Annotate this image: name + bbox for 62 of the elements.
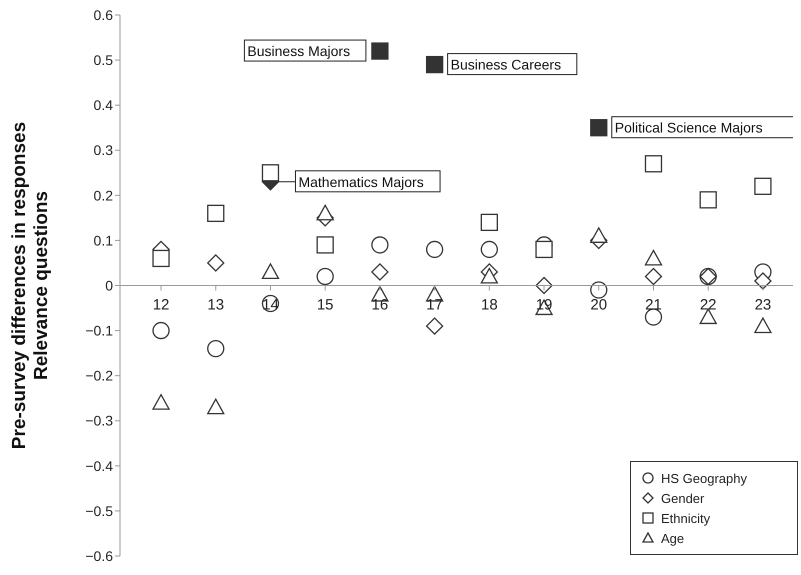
point — [700, 308, 717, 324]
x-tick-label: 21 — [645, 296, 662, 314]
x-tick-label: 22 — [700, 296, 717, 314]
point — [590, 227, 608, 243]
point — [152, 322, 170, 340]
annotation: Mathematics Majors — [298, 174, 424, 190]
point — [535, 240, 553, 258]
point — [754, 178, 772, 195]
point — [590, 119, 608, 136]
y-tick-label: 0.2 — [94, 187, 114, 204]
y-tick-label: −0.2 — [85, 368, 114, 384]
x-tick-label: 13 — [207, 296, 224, 314]
point — [371, 42, 389, 60]
x-tick-label: 17 — [426, 296, 443, 314]
point — [262, 164, 280, 182]
x-tick-label: 15 — [316, 296, 334, 314]
y-tick-label: 0.3 — [94, 142, 114, 158]
point — [316, 236, 334, 254]
point — [316, 268, 334, 286]
y-tick-label: 0.4 — [94, 97, 114, 114]
point — [644, 155, 662, 172]
legend-label: Gender — [661, 490, 704, 506]
y-tick-label: 0 — [105, 277, 114, 294]
point — [754, 272, 772, 290]
legend-label: Age — [661, 530, 684, 546]
point — [480, 268, 498, 284]
point — [262, 263, 280, 280]
x-tick-label: 18 — [480, 296, 498, 314]
annotation: Business Careers — [450, 56, 562, 73]
point — [700, 191, 717, 208]
point — [644, 308, 662, 326]
legend-label: HS Geography — [661, 470, 747, 486]
y-tick-label: 0.6 — [94, 6, 114, 23]
x-tick-label: 20 — [590, 296, 608, 314]
point — [371, 236, 389, 254]
y-tick-label: −0.1 — [85, 322, 114, 339]
point — [152, 394, 170, 410]
y-tick-label: 0.5 — [94, 52, 114, 68]
point — [480, 240, 498, 258]
point — [207, 204, 224, 222]
point — [426, 240, 444, 258]
y-tick-label: −0.5 — [85, 502, 114, 519]
annotation: Business Majors — [247, 43, 350, 60]
point — [152, 250, 170, 268]
x-tick-label: 12 — [152, 296, 170, 314]
point — [426, 56, 444, 74]
point — [754, 317, 772, 334]
legend-label: Ethnicity — [661, 510, 710, 526]
y-tick-label: −0.4 — [85, 458, 114, 474]
y-tick-label: −0.6 — [85, 548, 114, 564]
point — [207, 340, 224, 358]
point — [644, 250, 662, 266]
x-tick-label: 16 — [372, 296, 388, 314]
y-tick-label: 0.1 — [94, 232, 114, 248]
point — [316, 204, 334, 220]
point — [207, 254, 224, 272]
y-axis-title: Pre-survey differences in responses Relevance questions — [9, 122, 52, 450]
x-tick-label: 23 — [754, 296, 772, 314]
annotation: Political Science Majors — [614, 120, 763, 136]
point — [207, 398, 224, 414]
y-tick-label: −0.3 — [85, 412, 114, 429]
point — [480, 214, 498, 232]
